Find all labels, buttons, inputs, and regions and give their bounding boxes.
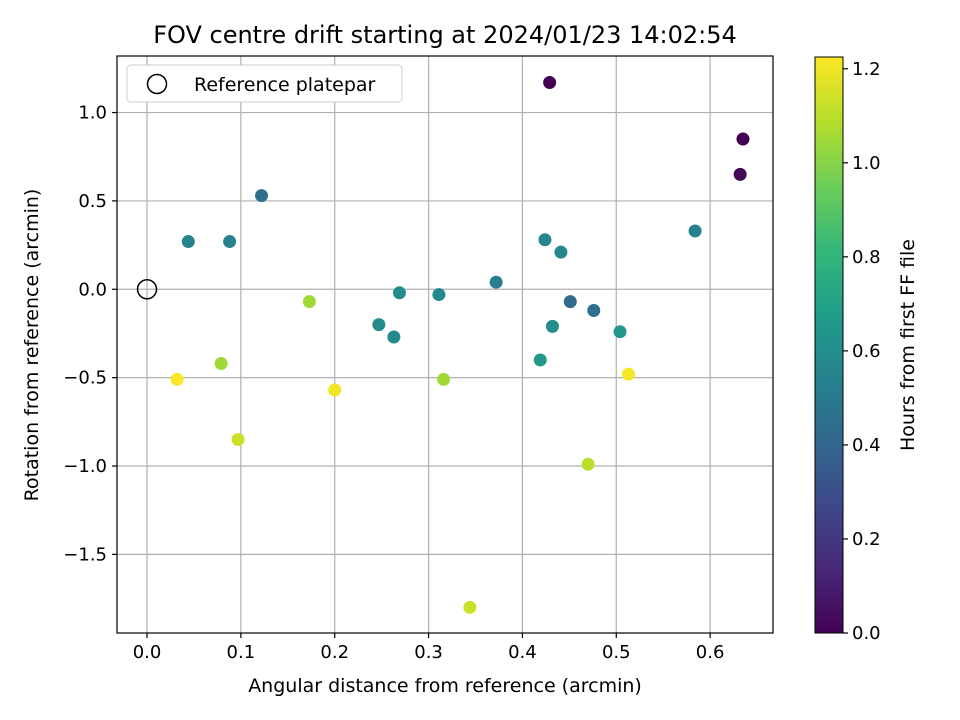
y-axis-label: Rotation from reference (arcmin) <box>21 189 43 502</box>
scatter-point <box>302 295 316 309</box>
scatter-point <box>533 353 547 367</box>
scatter-point <box>736 132 750 146</box>
y-tick-label: −1.5 <box>63 544 107 565</box>
colorbar-tick-label: 0.0 <box>852 623 881 644</box>
scatter-point <box>621 367 635 381</box>
x-tick-label: 0.1 <box>227 642 256 663</box>
x-tick-label: 0.0 <box>133 642 162 663</box>
chart-title: FOV centre drift starting at 2024/01/23 … <box>153 21 737 49</box>
legend-label-reference: Reference platepar <box>194 74 376 96</box>
scatter-point <box>392 286 406 300</box>
scatter-point <box>170 372 184 386</box>
scatter-point <box>688 224 702 238</box>
scatter-point <box>437 372 451 386</box>
y-tick-label: 0.0 <box>78 279 107 300</box>
scatter-point <box>538 233 552 247</box>
y-tick-label: 1.0 <box>78 103 107 124</box>
scatter-point <box>372 318 386 332</box>
scatter-point <box>545 319 559 333</box>
scatter-point <box>554 245 568 259</box>
colorbar-ticks: 0.0 0.2 0.4 0.6 0.8 1.0 1.2 <box>843 59 881 644</box>
scatter-point <box>613 325 627 339</box>
scatter-point <box>432 288 446 302</box>
scatter-point <box>328 383 342 397</box>
scatter-point <box>255 189 269 203</box>
colorbar-tick-label: 0.6 <box>852 341 881 362</box>
x-tick-label: 0.5 <box>602 642 631 663</box>
scatter-point <box>223 235 237 249</box>
x-tick-label: 0.4 <box>508 642 537 663</box>
x-axis-label: Angular distance from reference (arcmin) <box>248 675 642 697</box>
colorbar-tick-label: 0.2 <box>852 529 881 550</box>
legend-marker-reference <box>146 73 168 95</box>
scatter-point <box>581 457 595 471</box>
x-axis-ticks: 0.0 0.1 0.2 0.3 0.4 0.5 0.6 <box>133 633 725 663</box>
scatter-point <box>563 295 577 309</box>
scatter-point <box>489 275 503 289</box>
colorbar-tick-label: 0.8 <box>852 247 881 268</box>
legend: Reference platepar <box>126 64 403 103</box>
colorbar: 0.0 0.2 0.4 0.6 0.8 1.0 1.2 Hours from first F… <box>814 56 919 644</box>
scatter-point <box>463 600 477 614</box>
y-axis-ticks: −1.5 −1.0 −0.5 0.0 0.5 1.0 <box>63 103 117 565</box>
colorbar-label: Hours from first FF file <box>897 239 919 451</box>
scatter-point <box>214 356 228 370</box>
scatter-point <box>543 76 557 90</box>
y-tick-label: −0.5 <box>63 368 107 389</box>
colorbar-tick-label: 1.2 <box>852 59 881 80</box>
y-tick-label: −1.0 <box>63 456 107 477</box>
scatter-point <box>587 303 601 317</box>
colorbar-tick-label: 1.0 <box>852 153 881 174</box>
scatter-point <box>387 330 401 344</box>
x-tick-label: 0.3 <box>414 642 443 663</box>
scatter-point <box>733 167 747 181</box>
x-tick-label: 0.6 <box>696 642 725 663</box>
colorbar-gradient <box>814 56 844 634</box>
scatter-point <box>231 432 245 446</box>
reference-platepar-marker <box>136 279 158 300</box>
scatter-points <box>136 76 750 614</box>
legend-box <box>126 64 403 103</box>
plot-area-frame <box>116 55 774 634</box>
colorbar-tick-label: 0.4 <box>852 435 881 456</box>
y-tick-label: 0.5 <box>78 191 107 212</box>
grid <box>117 56 773 633</box>
x-tick-label: 0.2 <box>320 642 349 663</box>
scatter-point <box>181 235 195 249</box>
